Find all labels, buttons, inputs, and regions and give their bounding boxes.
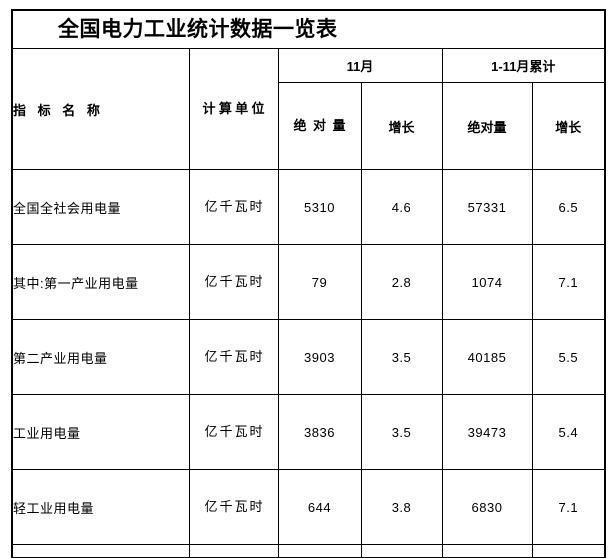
- header-unit: 计算单位: [188, 48, 279, 170]
- table-title-row: 全国电力工业统计数据一览表: [10, 9, 607, 49]
- row-unit-text: 亿千瓦时: [204, 349, 263, 364]
- cell-month-absolute: 3836: [277, 394, 362, 470]
- cell-value: 4.6: [391, 199, 412, 215]
- row-label-text: 全国全社会用电量: [13, 200, 122, 216]
- cell-value: 5310: [304, 199, 335, 215]
- cell-month-absolute: 3903: [277, 319, 362, 395]
- cell-cumulative-absolute: 1074: [441, 244, 533, 320]
- header-cumulative-growth: 增长: [531, 82, 607, 170]
- row-unit: 亿千瓦时: [188, 319, 279, 395]
- table-row: 全国全社会用电量 亿千瓦时 5310 4.6 57331 6.5: [11, 169, 607, 245]
- cell-value: 7.1: [558, 499, 579, 515]
- header-month-growth: 增长: [360, 82, 443, 170]
- header-period-month-label: 11月: [346, 59, 374, 74]
- cell-value: 57331: [467, 199, 507, 215]
- cell-value: 1074: [471, 274, 503, 290]
- table-row: 其中:第一产业用电量 亿千瓦时 79 2.8 1074 7.1: [11, 244, 607, 320]
- header-period-cumulative: 1-11月累计: [441, 48, 607, 83]
- cell-month-growth: 3.5: [360, 319, 443, 395]
- row-label-text: 工业用电量: [13, 425, 81, 441]
- table-header-row-2: 绝对量 增长 绝对量 增长: [12, 82, 607, 170]
- table-row: 第二产业用电量 亿千瓦时 3903 3.5 40185 5.5: [11, 319, 607, 395]
- cell-month-absolute: 79: [277, 244, 362, 320]
- cell-month-growth: 3.8: [360, 469, 443, 545]
- header-cumulative-absolute: 绝对量: [441, 82, 533, 170]
- cell-value: 3903: [304, 349, 335, 365]
- cell-month-growth: 3.5: [360, 394, 443, 470]
- row-unit-text: 亿千瓦时: [204, 424, 263, 439]
- row-label: 第二产业用电量: [11, 319, 190, 395]
- table-title-cell: 全国电力工业统计数据一览表: [10, 9, 607, 49]
- cell-value: 5.5: [558, 349, 579, 365]
- cell-value: 3.8: [391, 499, 412, 515]
- cell-value: 3836: [304, 424, 335, 440]
- row-label: 全国全社会用电量: [11, 169, 190, 245]
- cell-value: 6830: [471, 499, 503, 515]
- row-unit: 亿千瓦时: [188, 469, 279, 545]
- header-month-growth-label: 增长: [388, 119, 415, 135]
- cell-cumulative-absolute: 6830: [441, 469, 533, 545]
- row-label-text: 轻工业用电量: [13, 500, 95, 516]
- row-label: 其中:第一产业用电量: [11, 244, 190, 320]
- row-label: 轻工业用电量: [11, 469, 190, 545]
- cell-value: 6.5: [558, 199, 579, 215]
- header-indicator-name-label: 指 标 名 称: [13, 102, 104, 118]
- row-unit-text: 亿千瓦时: [204, 499, 263, 514]
- cell-value: 644: [307, 499, 332, 515]
- cell-month-growth: [360, 544, 443, 558]
- table-row: 工业用电量 亿千瓦时 3836 3.5 39473 5.4: [11, 394, 607, 470]
- header-period-month: 11月: [277, 48, 443, 83]
- row-unit-text: 亿千瓦时: [204, 199, 263, 214]
- cell-month-absolute: 644: [277, 469, 362, 545]
- cell-value: 3.5: [391, 424, 412, 440]
- header-indicator-name: 指 标 名 称: [11, 48, 190, 170]
- row-unit: 亿千瓦时: [188, 394, 279, 470]
- cell-cumulative-growth: 7.1: [531, 469, 607, 545]
- cell-value: 39473: [467, 424, 507, 440]
- row-unit: 亿千瓦时: [188, 169, 279, 245]
- table-header-row-1: 指 标 名 称 计算单位 11月 1-11月累计: [11, 48, 607, 170]
- cell-value: 3.5: [391, 349, 412, 365]
- cell-value: 40185: [467, 349, 507, 365]
- row-label: 工业用电量: [11, 394, 190, 470]
- cell-cumulative-absolute: 57331: [441, 169, 533, 245]
- header-unit-label: 计算单位: [202, 101, 265, 116]
- cell-cumulative-absolute: 39473: [441, 394, 533, 470]
- cell-cumulative-growth: 5.4: [531, 394, 607, 470]
- header-cumulative-absolute-label: 绝对量: [467, 119, 507, 135]
- row-label-text: 第二产业用电量: [13, 350, 108, 366]
- cell-cumulative-growth: 5.5: [531, 319, 607, 395]
- table-row: 轻工业用电量 亿千瓦时 644 3.8 6830 7.1: [11, 469, 607, 545]
- header-cumulative-growth-label: 增长: [555, 119, 582, 135]
- row-unit-text: 亿千瓦时: [204, 274, 263, 289]
- header-month-absolute: 绝对量: [277, 82, 362, 170]
- row-label: [11, 544, 190, 558]
- header-month-absolute-label: 绝对量: [293, 118, 346, 133]
- power-industry-statistics-table: 全国电力工业统计数据一览表 指 标 名 称 计算单位 11月 1-11月累计: [10, 9, 607, 558]
- cell-month-growth: 4.6: [360, 169, 443, 245]
- cell-cumulative-growth: 6.5: [531, 169, 607, 245]
- cell-cumulative-absolute: 40185: [441, 319, 533, 395]
- cell-month-absolute: 5310: [277, 169, 362, 245]
- cell-value: 79: [311, 274, 328, 290]
- cell-value: 2.8: [391, 274, 412, 290]
- cell-value: 7.1: [558, 274, 579, 290]
- cell-month-growth: 2.8: [360, 244, 443, 320]
- table-row-partial: [11, 544, 607, 558]
- row-unit: 亿千瓦时: [188, 244, 279, 320]
- header-period-cumulative-label: 1-11月累计: [491, 59, 556, 74]
- page-title: 全国电力工业统计数据一览表: [58, 18, 338, 41]
- cell-value: 5.4: [558, 424, 579, 440]
- cell-cumulative-absolute: [441, 544, 533, 558]
- row-label-text: 其中:第一产业用电量: [13, 275, 139, 291]
- cell-cumulative-growth: 7.1: [531, 244, 607, 320]
